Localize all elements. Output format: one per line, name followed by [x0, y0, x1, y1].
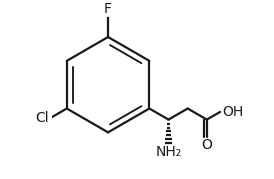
- Text: OH: OH: [222, 105, 243, 119]
- Text: O: O: [201, 138, 212, 152]
- Text: NH₂: NH₂: [155, 145, 182, 159]
- Text: Cl: Cl: [35, 111, 49, 125]
- Text: F: F: [104, 2, 112, 16]
